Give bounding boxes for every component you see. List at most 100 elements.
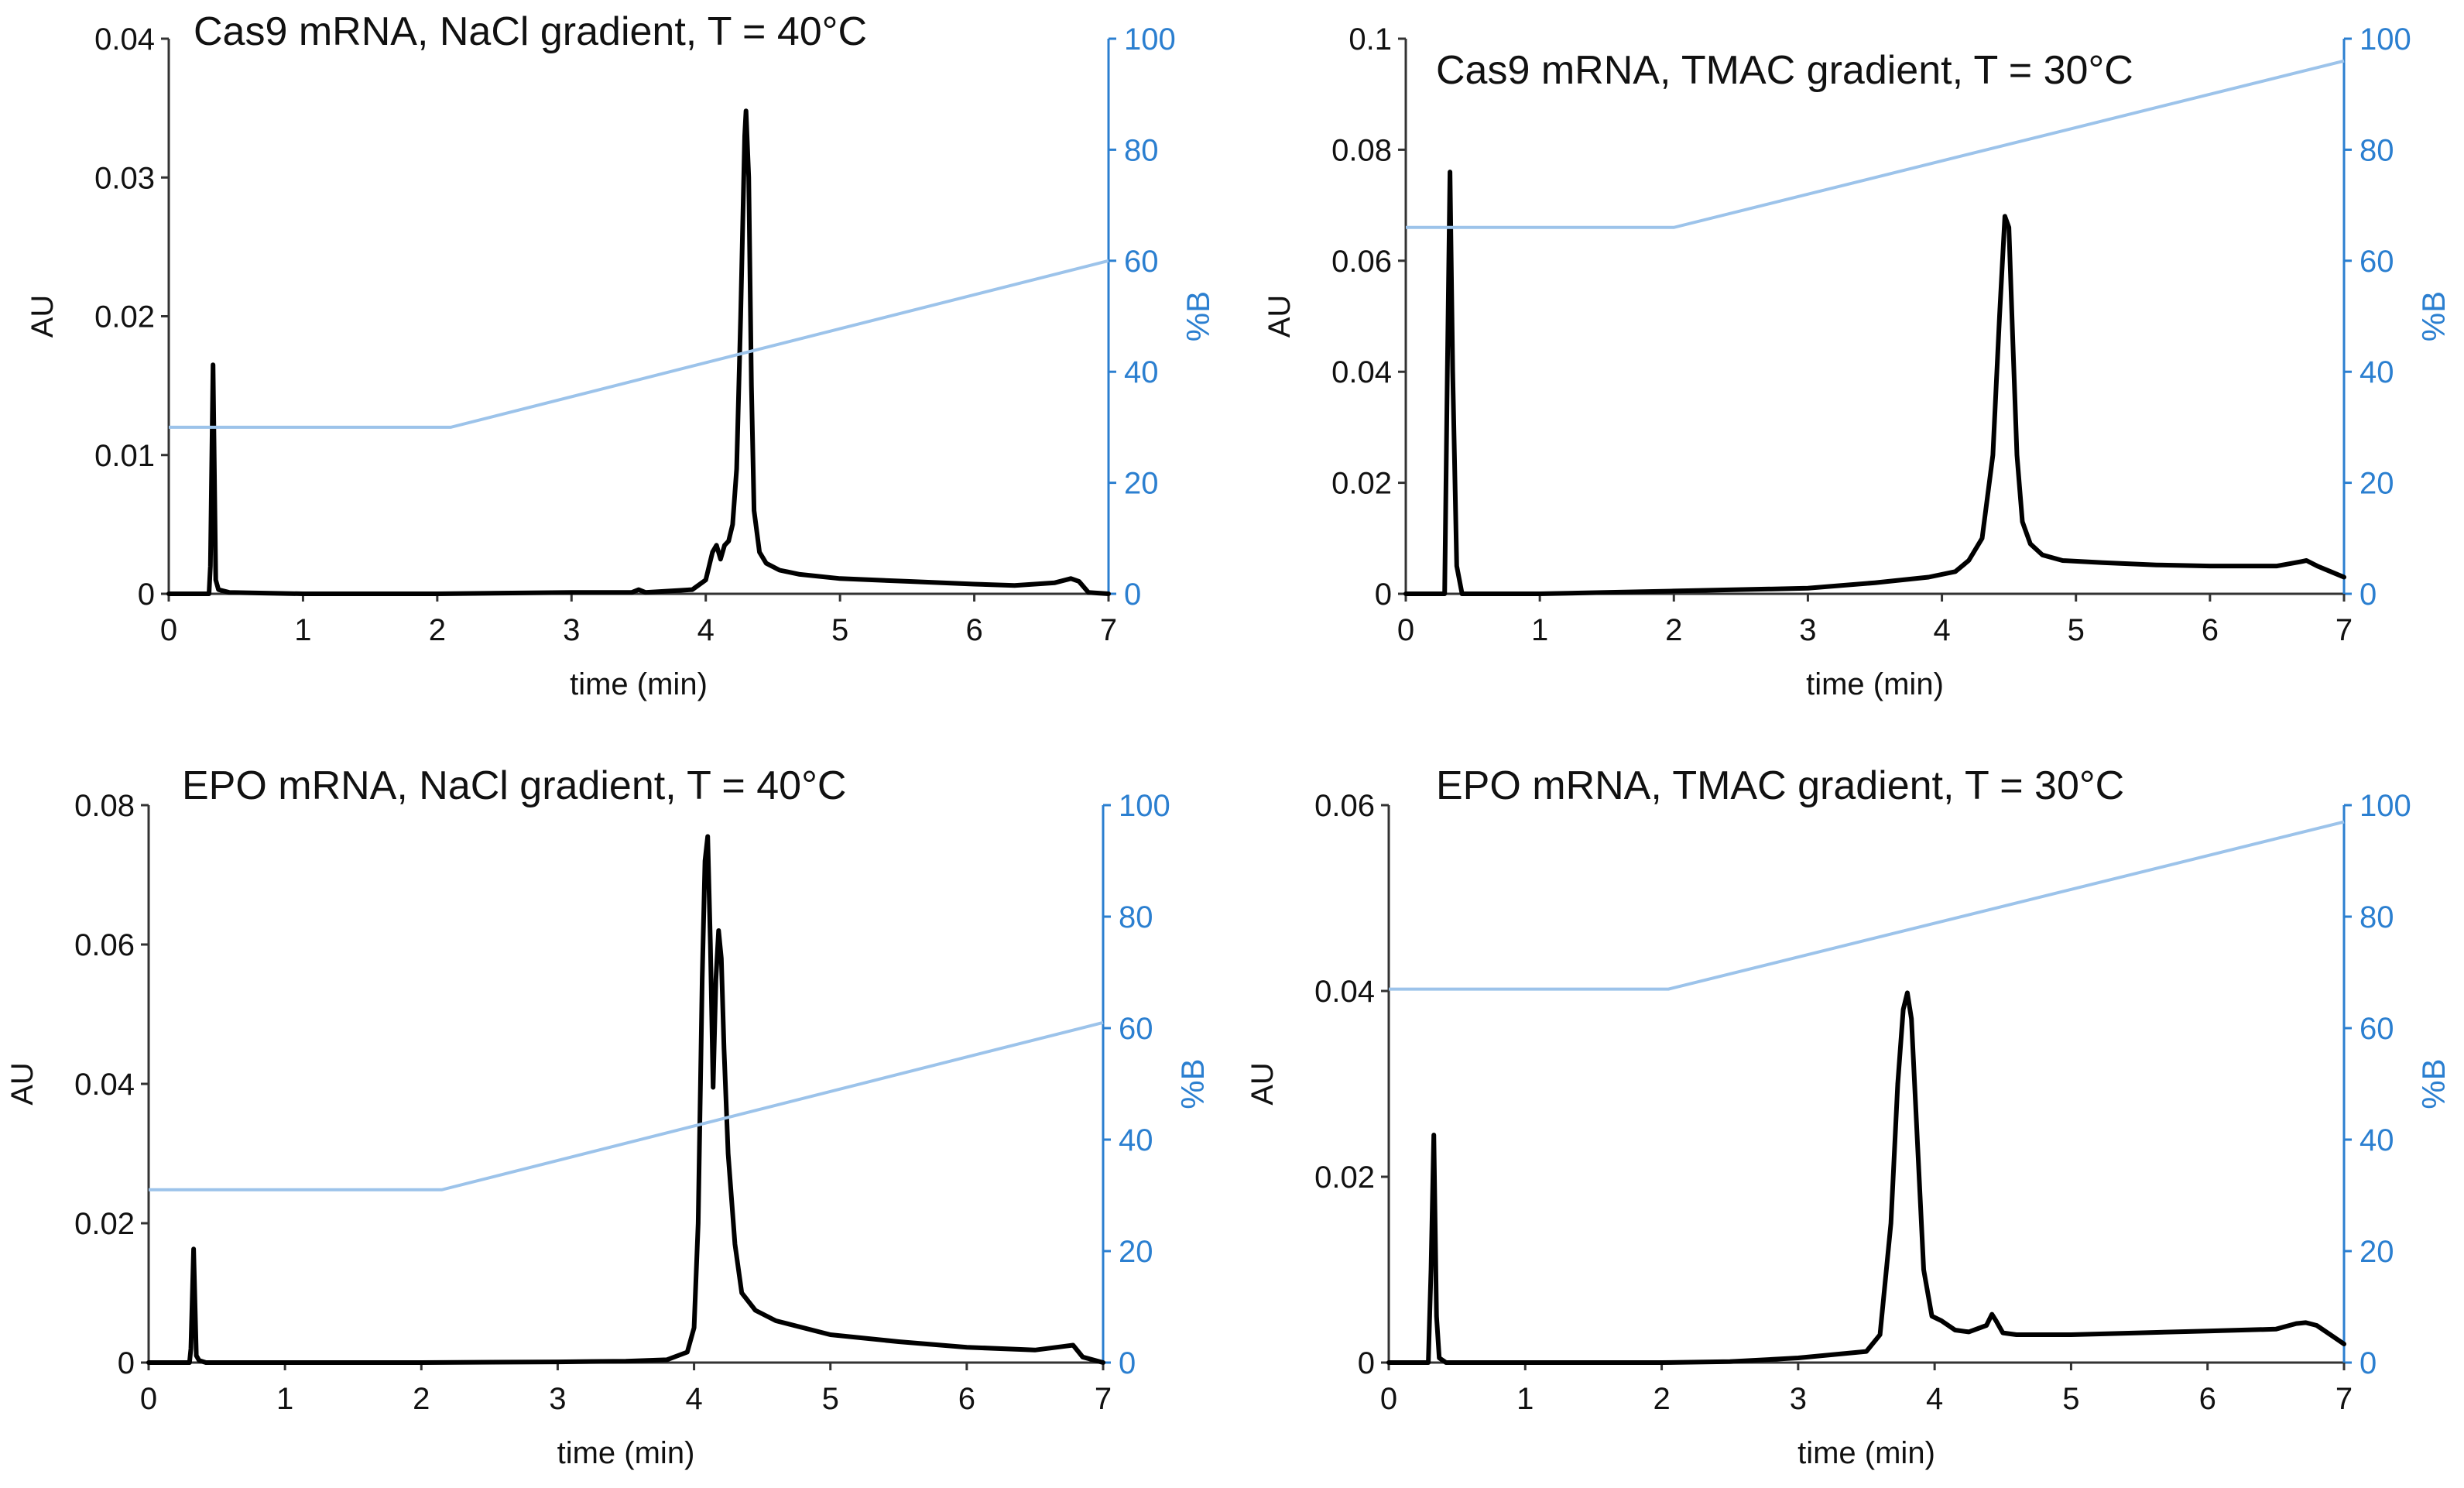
x-tick-label: 5 <box>2062 1382 2079 1416</box>
y2-axis-label: %B <box>1174 1058 1211 1109</box>
x-tick-label: 7 <box>2335 1382 2353 1416</box>
y2-tick-label: 80 <box>2359 900 2394 934</box>
y2-tick-label: 20 <box>2359 1235 2394 1269</box>
x-tick-label: 4 <box>1933 613 1950 647</box>
y2-tick-label: 100 <box>2359 22 2411 57</box>
x-tick-label: 3 <box>1790 1382 1807 1416</box>
series-gradient-percent-b <box>169 259 1109 429</box>
y-tick-label: 0.04 <box>1331 355 1392 389</box>
series-gradient-percent-b <box>1406 59 2345 229</box>
x-tick-label: 7 <box>1095 1382 1112 1416</box>
x-tick-label: 6 <box>2199 1382 2216 1416</box>
y2-tick-label: 100 <box>1124 22 1176 57</box>
y2-tick-label: 0 <box>2359 578 2377 612</box>
y2-tick-label: 20 <box>2359 467 2394 501</box>
x-tick-label: 0 <box>140 1382 157 1416</box>
x-axis-label: time (min) <box>1806 667 1944 701</box>
y-axis-label: AU <box>5 1062 39 1106</box>
series-gradient-percent-b <box>149 1020 1104 1191</box>
y2-tick-label: 100 <box>1119 789 1170 823</box>
chart-title: Cas9 mRNA, TMAC gradient, T = 30°C <box>1436 48 2133 93</box>
series-absorbance-trace <box>1403 170 2346 596</box>
y2-tick-label: 60 <box>2359 1012 2394 1046</box>
x-tick-label: 2 <box>413 1382 430 1416</box>
x-tick-label: 7 <box>1100 613 1117 647</box>
y2-tick-label: 60 <box>1124 245 1159 279</box>
chart-title: EPO mRNA, NaCl gradient, T = 40°C <box>182 763 846 808</box>
y2-tick-label: 40 <box>1124 355 1159 389</box>
x-tick-label: 3 <box>563 613 580 647</box>
y-tick-label: 0 <box>118 1346 135 1380</box>
y2-axis-label: %B <box>2415 291 2452 341</box>
y2-tick-label: 40 <box>2359 1123 2394 1157</box>
series-absorbance-trace <box>1386 990 2346 1365</box>
chart-title: Cas9 mRNA, NaCl gradient, T = 40°C <box>194 9 867 54</box>
y-tick-label: 0.04 <box>1314 975 1375 1009</box>
x-axis-label: time (min) <box>570 667 708 701</box>
x-tick-label: 1 <box>1516 1382 1534 1416</box>
y2-tick-label: 0 <box>1119 1346 1136 1380</box>
x-tick-label: 2 <box>1665 613 1682 647</box>
y2-tick-label: 40 <box>1119 1123 1153 1157</box>
x-tick-label: 0 <box>1380 1382 1397 1416</box>
chart-panel-epo-tmac: 0 0.02 0.04 0.06 0 20 40 60 80 100 0 1 2 3 4 5 6 7 time (m… <box>1246 763 2452 1470</box>
x-tick-label: 2 <box>1653 1382 1670 1416</box>
y-tick-label: 0.1 <box>1349 22 1392 57</box>
x-tick-label: 5 <box>831 613 848 647</box>
x-tick-label: 4 <box>697 613 715 647</box>
x-tick-label: 3 <box>1799 613 1816 647</box>
y2-tick-label: 60 <box>1119 1012 1153 1046</box>
x-tick-label: 5 <box>822 1382 839 1416</box>
y-tick-label: 0.06 <box>74 928 135 962</box>
x-tick-label: 3 <box>549 1382 566 1416</box>
y-tick-label: 0 <box>1358 1346 1375 1380</box>
x-axis-label: time (min) <box>1797 1436 1935 1470</box>
y-tick-label: 0.02 <box>1314 1161 1375 1195</box>
y2-axis-label: %B <box>2415 1058 2452 1109</box>
x-tick-label: 6 <box>2202 613 2219 647</box>
x-tick-label: 1 <box>294 613 311 647</box>
y-axis-label: AU <box>1263 295 1297 338</box>
y-tick-label: 0.01 <box>94 439 155 473</box>
x-tick-label: 7 <box>2335 613 2353 647</box>
series-gradient-percent-b <box>1389 820 2345 991</box>
x-axis-label: time (min) <box>557 1436 695 1470</box>
y2-tick-label: 20 <box>1119 1235 1153 1269</box>
y2-tick-label: 100 <box>2359 789 2411 823</box>
series-absorbance-trace <box>166 108 1111 596</box>
x-tick-label: 0 <box>160 613 177 647</box>
y-axis-label: AU <box>26 295 60 338</box>
y2-tick-label: 0 <box>1124 578 1141 612</box>
x-tick-label: 5 <box>2068 613 2085 647</box>
chart-panel-cas9-nacl: 0 0.01 0.02 0.03 0.04 0 20 40 60 80 100 0 1 2 3 4 5 6 7 tim… <box>26 9 1216 701</box>
y2-tick-label: 40 <box>2359 355 2394 389</box>
y-tick-label: 0.08 <box>74 789 135 823</box>
chart-panel-epo-nacl: 0 0.02 0.04 0.06 0.08 0 20 40 60 80 100 0 1 2 3 4 5 6 7 tim… <box>5 763 1211 1470</box>
y-tick-label: 0 <box>1375 578 1392 612</box>
y-tick-label: 0.02 <box>74 1207 135 1241</box>
x-tick-label: 1 <box>276 1382 293 1416</box>
y-tick-label: 0.06 <box>1314 789 1375 823</box>
y-axis-label: AU <box>1246 1062 1280 1106</box>
y-tick-label: 0.04 <box>94 22 155 57</box>
y-tick-label: 0.02 <box>1331 467 1392 501</box>
y2-tick-label: 60 <box>2359 245 2394 279</box>
y2-axis-label: %B <box>1180 291 1216 341</box>
y-tick-label: 0.08 <box>1331 133 1392 167</box>
y-tick-label: 0.02 <box>94 300 155 334</box>
y-tick-label: 0.03 <box>94 161 155 195</box>
y-tick-label: 0.06 <box>1331 245 1392 279</box>
series-absorbance-trace <box>146 834 1105 1365</box>
y2-tick-label: 80 <box>1124 133 1159 167</box>
y-tick-label: 0.04 <box>74 1068 135 1102</box>
x-tick-label: 6 <box>958 1382 975 1416</box>
y2-tick-label: 20 <box>1124 467 1159 501</box>
x-tick-label: 0 <box>1397 613 1414 647</box>
y-tick-label: 0 <box>138 578 155 612</box>
y2-tick-label: 80 <box>1119 900 1153 934</box>
y2-tick-label: 80 <box>2359 133 2394 167</box>
x-tick-label: 4 <box>685 1382 702 1416</box>
x-tick-label: 6 <box>965 613 982 647</box>
y2-tick-label: 0 <box>2359 1346 2377 1380</box>
